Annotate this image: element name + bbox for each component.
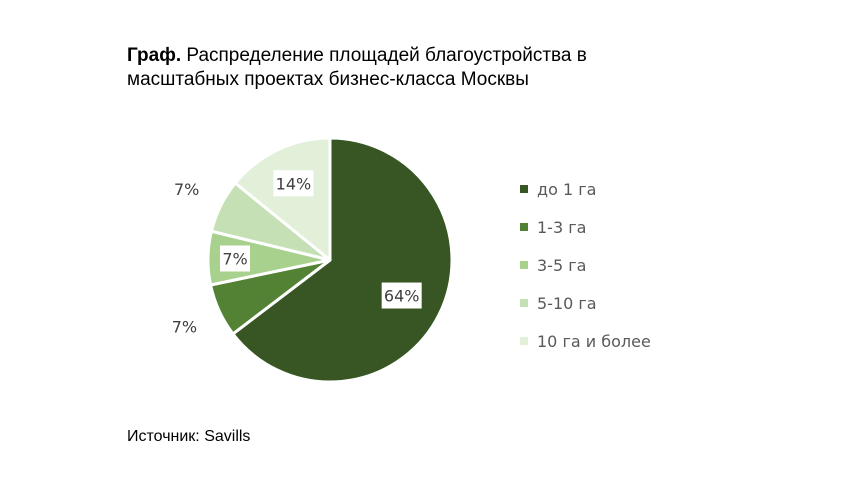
legend-item: 1-3 га: [520, 208, 651, 246]
data-label-2: 7%: [172, 317, 197, 336]
legend-label: 10 га и более: [537, 331, 651, 351]
legend-swatch: [520, 223, 528, 231]
legend-item: 5-10 га: [520, 284, 651, 322]
data-label-1: 64%: [381, 282, 422, 309]
chart-title: Граф. Распределение площадей благоустрой…: [127, 44, 687, 92]
chart-legend: до 1 га 1-3 га 3-5 га 5-10 га 10 га и более: [520, 170, 651, 360]
chart-title-text: Распределение площадей благоустройства в…: [127, 45, 587, 90]
pie-slice-1: [231, 136, 454, 384]
pie-slice-5: [233, 136, 332, 262]
data-label-text: 14%: [276, 174, 312, 193]
legend-label: 1-3 га: [537, 217, 587, 237]
data-label-5: 14%: [273, 170, 314, 197]
legend-swatch: [520, 299, 528, 307]
data-label-text: 7%: [222, 249, 247, 268]
data-label-text: 7%: [172, 317, 197, 336]
data-label-text: 7%: [174, 180, 199, 199]
legend-item: 3-5 га: [520, 246, 651, 284]
legend-label: 3-5 га: [537, 255, 587, 275]
source-note: Источник: Savills: [127, 428, 251, 445]
data-label-box: [381, 282, 422, 309]
legend-swatch: [520, 261, 528, 269]
legend-item: до 1 га: [520, 170, 651, 208]
data-label-text: 64%: [384, 287, 420, 306]
data-label-box: [220, 245, 251, 272]
data-label-4: 7%: [174, 180, 199, 199]
legend-swatch: [520, 337, 528, 345]
legend-label: 5-10 га: [537, 293, 597, 313]
chart-title-prefix: Граф.: [127, 45, 182, 66]
legend-item: 10 га и более: [520, 322, 651, 360]
legend-swatch: [520, 185, 528, 193]
data-label-box: [273, 170, 314, 197]
data-label-3: 7%: [220, 245, 251, 272]
legend-label: до 1 га: [537, 179, 597, 199]
